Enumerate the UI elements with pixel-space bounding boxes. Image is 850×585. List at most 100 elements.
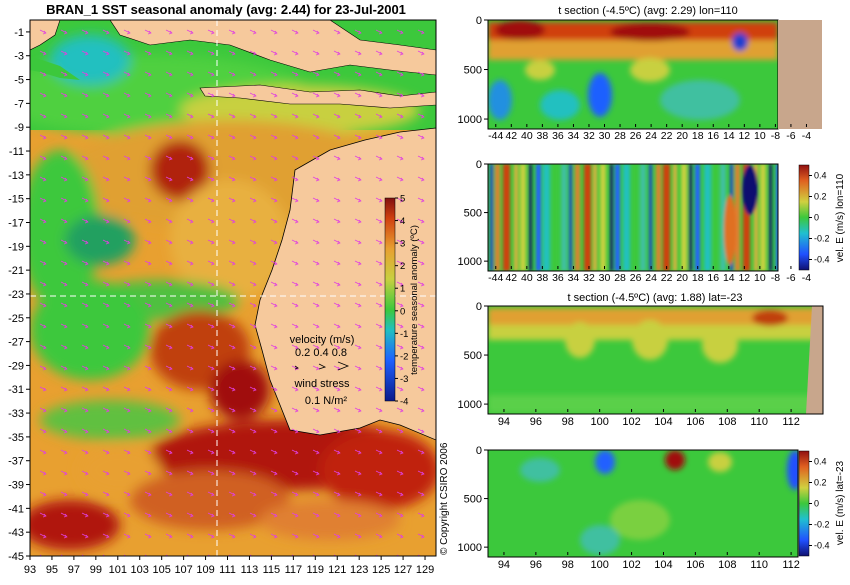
wind-vector-arrow (39, 407, 47, 413)
velocity-stripe (760, 164, 766, 271)
wind-vector-arrow (81, 197, 89, 203)
map-x-tick-label: 123 (350, 564, 368, 576)
wind-vector-arrow (165, 449, 173, 455)
section-x-tick-label: 36 (552, 272, 564, 284)
wind-vector-arrow (312, 260, 320, 266)
section-x-tick-label: 36 (552, 130, 564, 142)
wind-vector-arrow (60, 176, 68, 182)
map-x-tick-label: 129 (416, 564, 434, 576)
wind-vector-arrow (291, 428, 299, 434)
section-x-tick-label: 34 (568, 272, 580, 284)
wind-vector-arrow (60, 365, 68, 371)
velocity-stripe (584, 164, 591, 271)
sst-colorbar-tick-label: -2 (400, 351, 408, 362)
wind-vector-arrow (207, 407, 215, 413)
wind-vector-arrow (60, 407, 68, 413)
wind-vector-arrow (417, 260, 425, 266)
wind-vector-arrow (312, 239, 320, 245)
wind-vector-arrow (354, 386, 362, 392)
wind-vector-arrow (249, 470, 257, 476)
wind-vector-arrow (144, 491, 152, 497)
wind-vector-arrow (291, 344, 299, 350)
wind-vector-arrow (207, 344, 215, 350)
section-x-tick-label: 98 (562, 416, 574, 428)
wind-vector-arrow (270, 50, 278, 56)
wind-vector-arrow (375, 197, 383, 203)
wind-vector-arrow (102, 407, 110, 413)
velocity-stripe (695, 164, 700, 271)
wind-vector-arrow (39, 344, 47, 350)
wind-vector-arrow (207, 323, 215, 329)
wind-vector-arrow (312, 449, 320, 455)
wind-vector-arrow (396, 71, 404, 77)
section-x-tick-label: 108 (718, 559, 736, 571)
sst-colorbar-tick-label: 5 (400, 194, 405, 205)
wind-vector-arrow (144, 113, 152, 119)
wind-vector-arrow (228, 197, 236, 203)
wind-vector-arrow (165, 407, 173, 413)
wind-vector-arrow (144, 512, 152, 518)
panel1-axes: 0 500 1000 -44 42 40 38 36 34 32 30 28 26 24 22 20 18 16 1… (458, 15, 812, 142)
wind-vector-arrow (186, 344, 194, 350)
wind-vector-arrow (102, 50, 110, 56)
wind-vector-arrow (144, 71, 152, 77)
map-x-tick-label: 125 (372, 564, 390, 576)
wind-vector-arrow (186, 134, 194, 140)
wind-vector-arrow (39, 365, 47, 371)
wind-vector-arrow (375, 50, 383, 56)
wind-vector-arrow (333, 29, 341, 35)
section-x-tick-label: -6 (786, 272, 795, 284)
wind-vector-arrow (291, 302, 299, 308)
section-x-tick-label: 18 (692, 130, 704, 142)
wind-vector-arrow (249, 407, 257, 413)
wind-vector-arrow (396, 176, 404, 182)
map-y-tick-label: -19 (8, 241, 24, 253)
wind-vector-arrow (123, 71, 131, 77)
wind-vector-arrow (270, 344, 278, 350)
wind-vector-arrow (102, 512, 110, 518)
map-x-tick-label: 111 (219, 564, 236, 576)
section-y-tick-label: 0 (476, 159, 482, 171)
section-y-tick-label: 500 (464, 208, 482, 220)
wind-vector-arrow (354, 449, 362, 455)
wind-vector-arrow (396, 218, 404, 224)
wind-vector-arrow (207, 218, 215, 224)
velocity-legend-title: velocity (m/s) (290, 334, 355, 346)
map-x-tick-label: 101 (109, 564, 127, 576)
wind-vector-arrow (396, 323, 404, 329)
wind-vector-arrow (186, 470, 194, 476)
wind-vector-arrow (291, 386, 299, 392)
wind-vector-arrow (333, 197, 341, 203)
section-x-tick-label: 30 (599, 130, 611, 142)
wind-vector-arrow (123, 491, 131, 497)
wind-vector-arrow (186, 491, 194, 497)
velocity-stripe (663, 164, 670, 271)
wind-vector-arrow (228, 302, 236, 308)
wind-vector-arrow (123, 428, 131, 434)
panel4-colorbar-label: vel. E (m/s) lat=-23 (835, 460, 846, 545)
wind-vector-arrow (81, 134, 89, 140)
wind-vector-arrow (396, 29, 404, 35)
wind-vector-arrow (207, 533, 215, 539)
section-x-tick-label: 10 (754, 272, 766, 284)
map-y-tick-label: -29 (8, 360, 24, 372)
wind-vector-arrow (60, 50, 68, 56)
wind-vector-arrow (228, 260, 236, 266)
panel1-title: t section (-4.5ºC) (avg: 2.29) lon=110 (558, 5, 738, 17)
panel3-field (488, 306, 823, 414)
wind-vector-arrow (375, 344, 383, 350)
wind-vector-arrow (312, 71, 320, 77)
wind-vector-arrow (417, 533, 425, 539)
wind-vector-arrow (249, 533, 257, 539)
map-x-tick-label: 113 (241, 564, 259, 576)
map-y-tick-label: -15 (8, 194, 24, 206)
wind-vector-arrow (123, 92, 131, 98)
section-x-tick-label: 14 (723, 130, 735, 142)
wind-vector-arrow (375, 533, 383, 539)
wind-vector-arrow (60, 239, 68, 245)
wind-vector-arrow (60, 302, 68, 308)
wind-vector-arrow (165, 428, 173, 434)
wind-vector-arrow (270, 533, 278, 539)
vel-colorbar-tick-label: 0.4 (814, 171, 827, 181)
wind-vector-arrow (81, 71, 89, 77)
